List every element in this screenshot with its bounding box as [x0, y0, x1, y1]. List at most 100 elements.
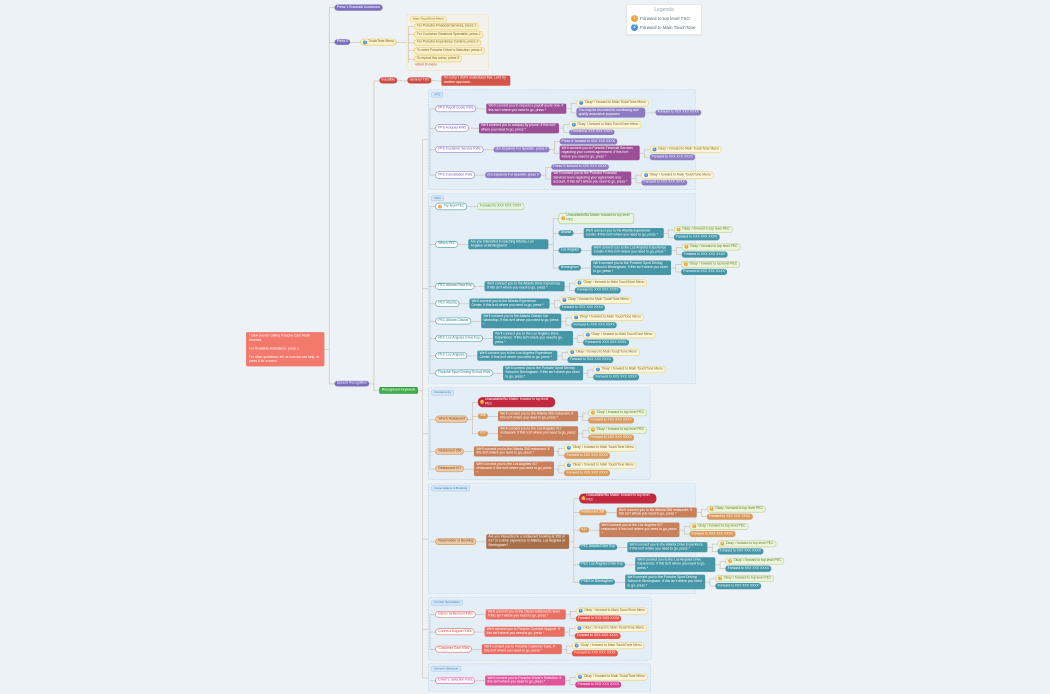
we-ll-connect-you-to-the-los-angeles-drive[interactable]: We'll connect you to the Los Angeles Dri… [492, 331, 573, 346]
are-you-interested-in-reaching-atlanta-los[interactable]: Are you interested in reaching Atlanta, … [468, 239, 549, 250]
atlanta[interactable]: Atlanta [558, 230, 574, 236]
forward-to-xxx-xxx-xxxx[interactable]: Forward to XXX XXX XXXX [564, 469, 611, 476]
forward-to-xxx-xxx-xxxx[interactable]: Forward to XXX XXX XXXX [593, 374, 640, 381]
forward-to-xxx-xxx-xxxx[interactable]: Forward to XXX XXX XXXX [575, 681, 622, 688]
psds-in-birmingham[interactable]: PSDS in Birmingham [579, 578, 616, 585]
i-m-sorry-i-didn-t-understand-that-let-s-t[interactable]: I'm sorry, I didn't understand that. Let… [441, 75, 511, 86]
press-0[interactable]: Press 0 [334, 39, 351, 46]
pec-atlanta-drive-exp[interactable]: PEC Atlanta Drive Exp [579, 544, 618, 551]
forward-to-xxx-xxx-xxxx[interactable]: Forward to XXX XXX XXXX [715, 583, 762, 589]
we-ll-connect-you-to-porsche-connect-suppo[interactable]: We'll connect you to Porsche Connect Sup… [484, 626, 565, 637]
forward-to-xxx-xxx-xxxx[interactable]: Forward to XXX XXX XXXX [588, 434, 634, 441]
we-ll-connect-you-to-the-atlanta-356-resta[interactable]: We'll connect you to the Atlanta 356 res… [616, 507, 697, 518]
pec-los-angeles-drive-exp[interactable]: PEC Los Angeles Drive Exp [579, 561, 626, 568]
okay-forward-to-main-touchtone-menu[interactable]: 2 'Okay' / forward to Main TouchTone Menu [649, 145, 722, 153]
for-porsche-experience-centers-press-3[interactable]: For Porsche Experience Centers, press 3 [414, 39, 482, 46]
los-angeles[interactable]: Los Angeles [558, 247, 582, 254]
we-ll-connect-you-to-the-atlanta-experienc[interactable]: We'll connect you to the Atlanta Experie… [469, 298, 550, 309]
we-ll-connect-you-to-the-los-angeles-exper[interactable]: We'll connect you to the Los Angeles Exp… [591, 245, 672, 256]
press-9-forward-to-xxx-xxx-xxxx[interactable]: Press 9: forward to XXX XXX XXXX [559, 138, 618, 145]
we-ll-connect-you-to-the-atlanta-356-resta[interactable]: We'll connect you to the Atlanta 356 res… [498, 411, 579, 422]
forward-to-xxx-xxx-xxxx[interactable]: Forward to XXX XXX XXXX [681, 251, 728, 258]
general-tso[interactable]: General TSO [407, 77, 432, 84]
recognized-keywords[interactable]: Recognized Keywords [379, 386, 419, 394]
for-customer-relations-specialist-press-2[interactable]: For Customer Relations Specialist, press… [414, 30, 484, 38]
birmingham[interactable]: Birmingham [558, 264, 581, 271]
which-restaurant[interactable]: Which Restaurant [435, 415, 468, 423]
to-repeat-this-menu-press-5[interactable]: To repeat this menu, press 5 [414, 55, 463, 63]
we-ll-connect-you-to-the-los-angeles-exper[interactable]: We'll connect you to the Los Angeles Exp… [477, 350, 558, 361]
connect-support-kws[interactable]: Connect Support KWs [435, 628, 475, 636]
are-you-interested-in-a-restaurant-booking[interactable]: Are you interested in a restaurant booki… [486, 534, 570, 549]
forward-to-xxx-xxx-xxxx[interactable]: Forward to XXX XXX XXXX [567, 356, 614, 363]
restaurant-917[interactable]: Restaurant 917 [435, 465, 465, 473]
okay-forward-to-main-touchtone-menu[interactable]: 2 'Okay' / forward to Main TouchTone Menu [583, 331, 656, 339]
okay-forward-to-main-touchtone-menu[interactable]: 2 'Okay' / forward to Main TouchTone Menu [564, 461, 637, 469]
restaurant-356[interactable]: Restaurant 356 [579, 509, 607, 516]
okay-forward-to-main-touchtone-menu[interactable]: 2 'Okay' / forward to Main TouchTone Menu [574, 624, 647, 632]
we-ll-connect-you-to-request-a-payoff-quot[interactable]: We'll connect you to request a payoff qu… [486, 103, 567, 114]
inaudible[interactable]: Inaudible [379, 77, 398, 84]
top-level-pec[interactable]: 1 Top level PEC [435, 202, 468, 210]
pec-los-angeles-drive-exp[interactable]: PEC Los Angeles Drive Exp [435, 334, 483, 342]
unavailable-no-match-forward-to-top-level-[interactable]: 1 Unavailable/No Match: forward to top le… [579, 493, 657, 504]
forward-to-xxx-xxx-xxxx[interactable]: Forward to XXX XXX XXXX [588, 417, 634, 424]
we-ll-connect-you-to-the-los-angeles-917-r[interactable]: We'll connect you to the Los Angeles 917… [498, 426, 579, 441]
917[interactable]: 917 [579, 526, 590, 533]
unavailable-no-match-forward-to-top-level-[interactable]: 1 Unavailable/No Match: forward to top le… [477, 396, 556, 407]
press-9-forward-to-xxx-xxx-xxxx[interactable]: Press 9: forward to XXX XXX XXXX [551, 163, 610, 170]
we-ll-connect-you-to-the-porsche-financial[interactable]: We'll connect you to the Porsche Financi… [551, 171, 632, 186]
we-ll-connect-you-to-porsche-driver-s-sele[interactable]: We'll connect you to Porsche Driver's Se… [485, 675, 566, 686]
356[interactable]: 356 [477, 413, 488, 420]
diesel-settlement-kws[interactable]: Diesel Settlement KWs [435, 610, 476, 618]
okay-forward-to-top-level-pec[interactable]: 1 'Okay' / forward to top level PEC [681, 243, 741, 251]
forward-to-xxx-xxx-xxxx[interactable]: Forward to XXX XXX XXXX [477, 202, 525, 210]
okay-forward-to-main-touchtone-menu[interactable]: 2 'Okay' / forward to Main TouchTone Menu [564, 444, 637, 452]
press-1-roadside-assistance[interactable]: Press 1 Roadside Assistance [334, 4, 383, 11]
we-ll-connect-you-to-the-diesel-settlement[interactable]: We'll connect you to the Diesel settleme… [485, 609, 566, 620]
forward-to-xxx-xxx-xxxx[interactable]: Forward to XXX XXX XXXX [673, 234, 720, 241]
we-ll-connect-you-to-the-porsche-sport-dri[interactable]: We'll connect you to the Porsche Sport D… [625, 574, 706, 590]
pfs-autopay-kws[interactable]: PFS Autopay KWs [435, 124, 469, 132]
okay-forward-to-top-level-pec[interactable]: 1 'Okay' / forward to top level PEC [717, 540, 777, 548]
917[interactable]: 917 [477, 430, 488, 437]
pfs-cancellation-kws[interactable]: PFS Cancellation KWs [435, 171, 476, 179]
to-order-porsche-driver-s-selection-press-[interactable]: To order Porsche Driver's Selection, pre… [414, 47, 486, 55]
touchtone-menu[interactable]: 2 TouchTone Menu [360, 38, 397, 46]
okay-forward-to-main-touchtone-menu[interactable]: 2 'Okay' / forward to Main TouchTone Menu [574, 279, 648, 287]
en-espanol-for-spanish-press-9[interactable]: (En Espanol) For Spanish, press 9 [485, 172, 542, 178]
okay-forward-to-main-touchtone-menu[interactable]: 2 'Okay' / forward to Main TouchTone Menu [572, 642, 645, 650]
we-ll-connect-you-to-the-los-angeles-917-r[interactable]: We'll connect you to the Los Angeles 917… [599, 522, 680, 537]
forward-to-xxx-xxx-xxxx[interactable]: Forward to XXX XXX XXXX [641, 179, 688, 186]
pec-atlanta-classic[interactable]: PEC Atlanta Classic [435, 317, 471, 325]
en-espanol-for-spanish-press-9[interactable]: (En Espanol) For Spanish, press 9 [493, 146, 550, 153]
okay-forward-to-main-touchtone-menu[interactable]: 2 'Okay' / forward to Main TouchTone Menu [576, 99, 649, 107]
forward-to-xxx-xxx-xxxx[interactable]: Forward to XXX XXX XXXX [572, 650, 618, 657]
okay-forward-to-main-touchtone-menu[interactable]: 2 'Okay' / forward to Main TouchTone Menu [568, 121, 642, 129]
we-ll-connect-you-to-porsche-financial-ser[interactable]: We'll connect you to Porsche Financial S… [559, 145, 640, 161]
okay-forward-to-main-touchtone-menu[interactable]: 2 'Okay' / forward to Main TouchTone Menu [567, 348, 640, 356]
which-pec[interactable]: Which PEC [435, 240, 459, 248]
okay-forward-to-top-level-pec[interactable]: 1 'Okay' / forward to top level PEC [725, 557, 785, 565]
okay-forward-to-top-level-pec[interactable]: 1 'Okay' / forward to top level PEC [588, 409, 648, 417]
speech-recognition[interactable]: Speech Recognition [334, 380, 370, 387]
reservation-or-booking[interactable]: Reservation or Booking [435, 538, 477, 546]
okay-forward-to-main-touchtone-menu[interactable]: 2 'Okay' / forward to Main TouchTone Menu [593, 366, 666, 374]
forward-to-xxx-xxx-xxxx[interactable]: Forward to XXX XXX XXXX [717, 548, 764, 555]
forward-to-xxx-xxx-xxxx[interactable]: Forward to XXX XXX XXXX [571, 322, 617, 328]
okay-forward-to-main-touchtone-menu[interactable]: 2 'Okay' / forward to Main TouchTone Menu [571, 313, 644, 321]
we-ll-connect-you-to-the-los-angeles-drive[interactable]: We'll connect you to the Los Angeles Dri… [635, 557, 716, 572]
unavailable-no-match-forward-to-top-level-[interactable]: 1 Unavailable/No Match: forward to top le… [558, 212, 635, 224]
we-ll-connect-you-to-the-atlanta-drive-exp[interactable]: We'll connect you to the Atlanta Drive E… [627, 542, 708, 553]
we-ll-connect-you-to-the-atlanta-classic-c[interactable]: We'll connect you to the Atlanta Classic… [481, 313, 562, 329]
forward-to-xxx-xxx-xxxx[interactable]: Forward to XXX XXX XXXX [649, 154, 696, 160]
we-ll-connect-you-to-the-atlanta-drive-exp[interactable]: We'll connect you to the Atlanta Drive E… [484, 281, 565, 292]
we-ll-connect-you-to-the-porsche-sport-dri[interactable]: We'll connect you to the Porsche Sport D… [503, 365, 584, 381]
okay-forward-to-main-touchtone-menu[interactable]: 2 'Okay' / forward to Main TouchTone Menu [559, 296, 632, 304]
we-ll-connect-you-to-the-atlanta-356-resta[interactable]: We'll connect you to the Atlanta 356 res… [474, 446, 555, 457]
pfs-customer-service-kws[interactable]: PFS Customer Service KWs [435, 145, 484, 153]
we-ll-connect-you-to-autopay-by-phone-if-t[interactable]: We'll connect you to autopay by phone. I… [478, 123, 559, 134]
okay-forward-to-top-level-pec[interactable]: 1 'Okay' / forward to top level PEC [673, 226, 733, 234]
okay-forward-to-main-touchtone-menu[interactable]: 2 'Okay' / forward to Main TouchTone Menu [575, 673, 648, 681]
pec-atlanta[interactable]: PEC Atlanta [435, 300, 460, 308]
